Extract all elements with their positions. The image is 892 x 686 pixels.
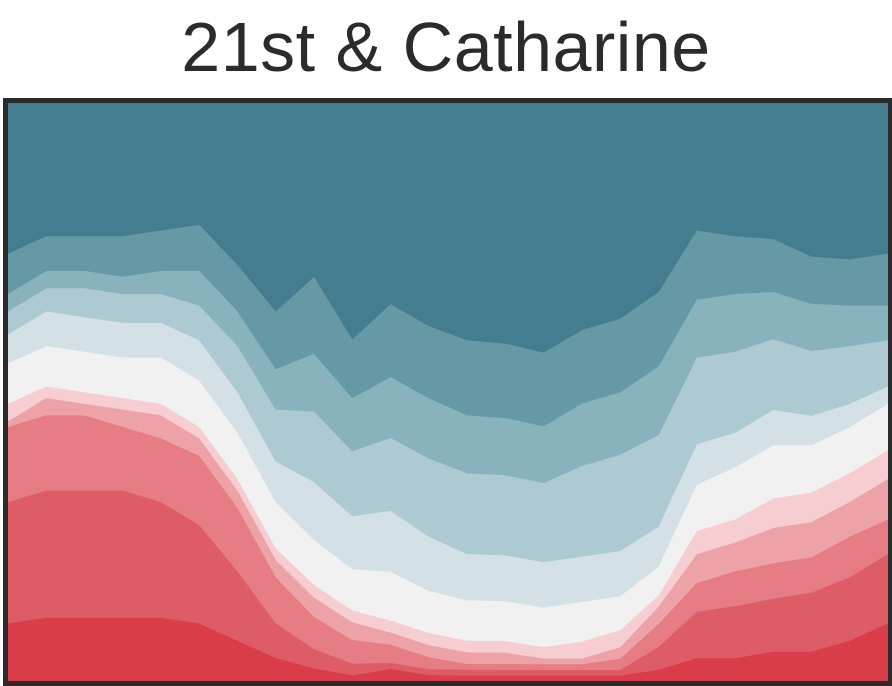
stacked-area-chart — [8, 103, 888, 681]
chart-title: 21st & Catharine — [181, 8, 711, 86]
plot-area — [3, 98, 892, 686]
area-band-11 — [8, 103, 888, 353]
